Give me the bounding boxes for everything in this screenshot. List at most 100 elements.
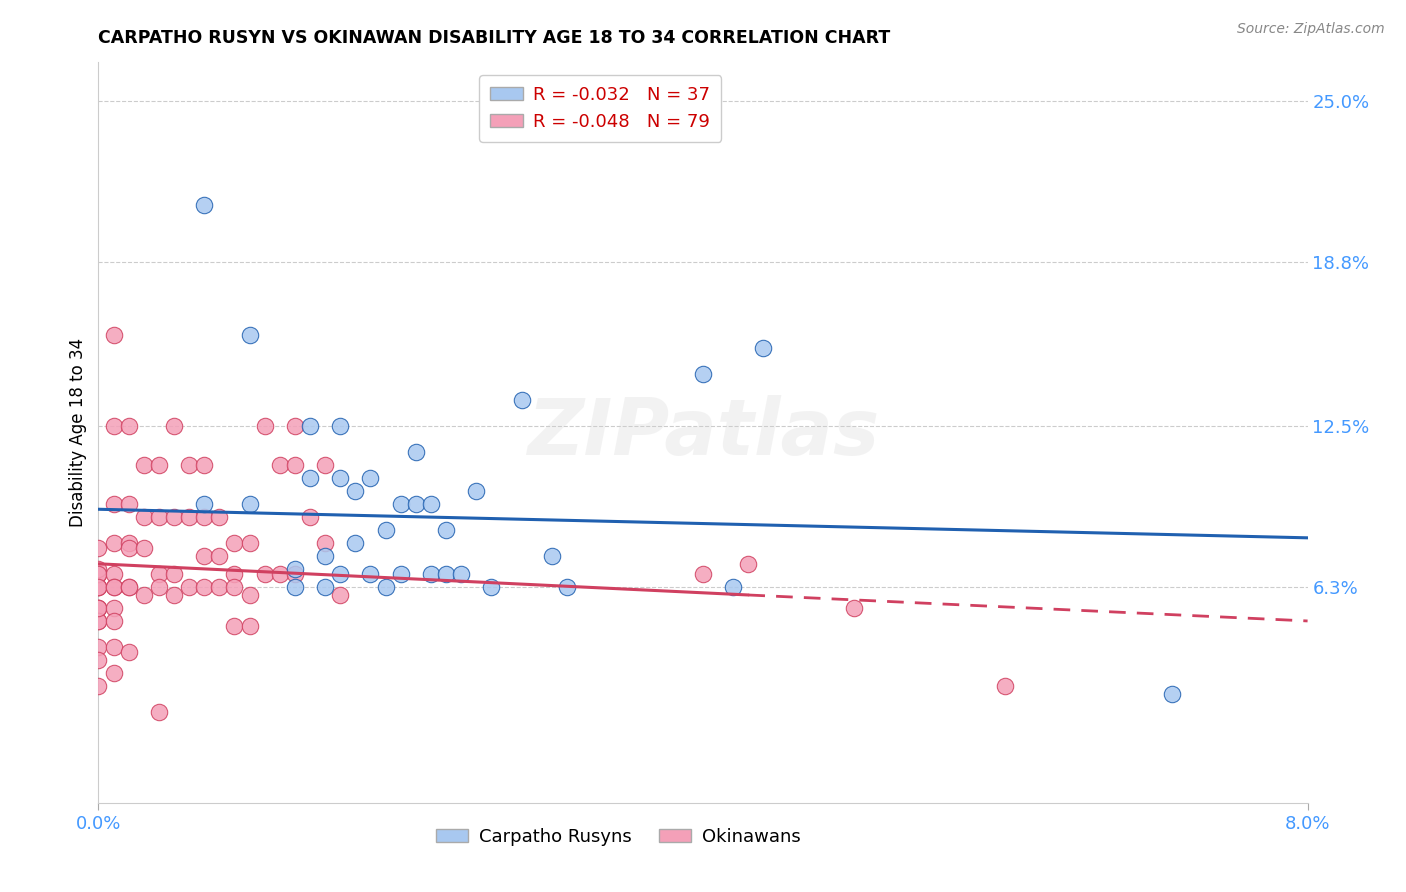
Point xyxy=(193,497,215,511)
Point xyxy=(87,640,110,654)
Point xyxy=(481,580,503,594)
Point xyxy=(405,445,427,459)
Point xyxy=(420,497,443,511)
Point xyxy=(148,580,170,594)
Point xyxy=(193,198,215,212)
Point xyxy=(87,562,110,576)
Text: CARPATHO RUSYN VS OKINAWAN DISABILITY AGE 18 TO 34 CORRELATION CHART: CARPATHO RUSYN VS OKINAWAN DISABILITY AG… xyxy=(98,29,890,47)
Point xyxy=(344,484,367,499)
Point xyxy=(284,458,307,472)
Point xyxy=(224,536,246,550)
Point xyxy=(253,567,276,582)
Point xyxy=(224,619,246,633)
Point xyxy=(103,419,125,434)
Point xyxy=(193,549,215,563)
Point xyxy=(692,567,714,582)
Y-axis label: Disability Age 18 to 34: Disability Age 18 to 34 xyxy=(69,338,87,527)
Point xyxy=(239,588,262,602)
Point xyxy=(752,341,775,355)
Point xyxy=(193,580,215,594)
Point xyxy=(420,567,443,582)
Point xyxy=(148,567,170,582)
Point xyxy=(163,510,186,524)
Point xyxy=(299,510,322,524)
Point xyxy=(87,580,110,594)
Point xyxy=(284,419,307,434)
Point xyxy=(314,536,336,550)
Point xyxy=(103,567,125,582)
Point xyxy=(163,567,186,582)
Point xyxy=(510,393,533,408)
Point xyxy=(87,580,110,594)
Point xyxy=(314,458,336,472)
Point xyxy=(239,497,262,511)
Point xyxy=(193,458,215,472)
Text: Source: ZipAtlas.com: Source: ZipAtlas.com xyxy=(1237,22,1385,37)
Point xyxy=(118,645,141,659)
Point xyxy=(239,619,262,633)
Point xyxy=(118,541,141,556)
Point xyxy=(87,580,110,594)
Point xyxy=(148,510,170,524)
Point xyxy=(844,601,866,615)
Point xyxy=(148,705,170,719)
Point xyxy=(132,588,155,602)
Text: ZIPatlas: ZIPatlas xyxy=(527,394,879,471)
Point xyxy=(540,549,562,563)
Point xyxy=(405,497,427,511)
Point xyxy=(103,614,125,628)
Point xyxy=(87,567,110,582)
Point xyxy=(692,367,714,381)
Point xyxy=(118,580,141,594)
Point xyxy=(163,419,186,434)
Point xyxy=(299,471,322,485)
Point xyxy=(239,536,262,550)
Point xyxy=(179,580,201,594)
Point xyxy=(87,567,110,582)
Point xyxy=(434,567,457,582)
Point xyxy=(103,536,125,550)
Point xyxy=(374,523,396,537)
Point xyxy=(208,549,231,563)
Point xyxy=(103,328,125,343)
Point xyxy=(299,419,322,434)
Point xyxy=(208,580,231,594)
Point xyxy=(132,458,155,472)
Point xyxy=(374,580,396,594)
Point xyxy=(994,679,1017,693)
Point xyxy=(103,580,125,594)
Point xyxy=(118,536,141,550)
Point xyxy=(179,458,201,472)
Point xyxy=(450,567,472,582)
Point xyxy=(737,557,759,571)
Point xyxy=(103,601,125,615)
Point xyxy=(87,679,110,693)
Point xyxy=(224,580,246,594)
Point xyxy=(314,549,336,563)
Point xyxy=(344,536,367,550)
Point xyxy=(284,562,307,576)
Point xyxy=(284,567,307,582)
Point xyxy=(329,567,352,582)
Point xyxy=(118,580,141,594)
Point xyxy=(103,497,125,511)
Point xyxy=(314,580,336,594)
Point xyxy=(389,497,412,511)
Point xyxy=(87,601,110,615)
Point xyxy=(103,665,125,680)
Point xyxy=(87,567,110,582)
Point xyxy=(87,614,110,628)
Point xyxy=(163,588,186,602)
Point xyxy=(148,458,170,472)
Point xyxy=(284,580,307,594)
Point xyxy=(269,567,291,582)
Point xyxy=(389,567,412,582)
Point xyxy=(208,510,231,524)
Point xyxy=(87,541,110,556)
Point xyxy=(239,328,262,343)
Point xyxy=(118,497,141,511)
Point xyxy=(329,471,352,485)
Point xyxy=(555,580,578,594)
Point xyxy=(329,419,352,434)
Point xyxy=(434,523,457,537)
